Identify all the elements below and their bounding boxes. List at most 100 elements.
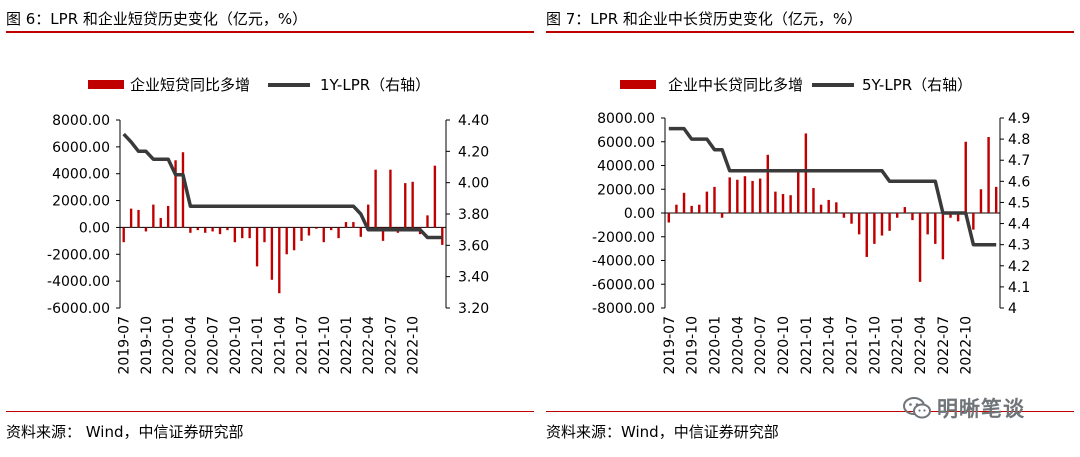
bar bbox=[713, 186, 716, 213]
left-tick-label: -4000.00 bbox=[592, 254, 655, 270]
left-tick-label: -6000.00 bbox=[592, 277, 655, 293]
bar bbox=[329, 227, 333, 231]
x-tick-label: 2022-07 bbox=[936, 316, 952, 375]
bar bbox=[903, 207, 907, 213]
bar bbox=[850, 213, 853, 224]
bar bbox=[827, 199, 830, 213]
x-tick-label: 2019-10 bbox=[685, 316, 701, 375]
bar bbox=[797, 169, 800, 213]
figure-title: 图 6：LPR 和企业短贷历史变化（亿元，%） bbox=[6, 10, 308, 28]
bar bbox=[766, 154, 770, 213]
bar bbox=[979, 189, 983, 213]
bar bbox=[226, 227, 229, 231]
x-tick-label: 2022-01 bbox=[890, 316, 906, 375]
x-tick-label: 2021-07 bbox=[295, 316, 311, 375]
bar bbox=[690, 205, 693, 213]
plot-group: 企业短贷同比多增 1Y-LPR（右轴） 8000.00 6000.00 4000.00 2… bbox=[47, 76, 489, 375]
right-tick-label: 4.2 bbox=[1008, 259, 1030, 275]
bar bbox=[888, 213, 891, 231]
left-tick-label: 8000.00 bbox=[52, 113, 110, 129]
bar bbox=[204, 227, 207, 233]
bar bbox=[949, 213, 952, 218]
bar bbox=[389, 169, 392, 228]
bar bbox=[865, 213, 868, 257]
bar bbox=[987, 137, 990, 213]
bar bbox=[774, 191, 777, 213]
x-tick-label: 2019-07 bbox=[117, 316, 133, 375]
right-tick-label: 4.9 bbox=[1008, 111, 1030, 127]
bar bbox=[758, 178, 762, 213]
bar bbox=[174, 160, 177, 228]
bar bbox=[433, 165, 437, 228]
right-tick-label: 3.80 bbox=[458, 207, 489, 223]
bar bbox=[941, 213, 945, 260]
bar bbox=[819, 204, 823, 213]
bar bbox=[994, 186, 998, 213]
lpr-line bbox=[668, 126, 997, 247]
left-tick-label: 8000.00 bbox=[597, 111, 655, 127]
figure-title: 图 7：LPR 和企业中长贷历史变化（亿元，%） bbox=[546, 10, 863, 28]
left-tick-label: 6000.00 bbox=[597, 135, 655, 151]
x-tick-label: 2021-01 bbox=[250, 316, 266, 375]
legend-line-label: 1Y-LPR（右轴） bbox=[320, 76, 430, 94]
left-tick-label: 0.00 bbox=[624, 206, 655, 222]
x-tick-label: 2020-01 bbox=[707, 316, 723, 375]
right-tick-label: 4 bbox=[1008, 301, 1017, 317]
right-tick-label: 3.60 bbox=[458, 238, 489, 254]
bar bbox=[972, 213, 975, 230]
x-tick-label: 2021-01 bbox=[799, 316, 815, 375]
bar bbox=[720, 213, 724, 218]
bar bbox=[964, 141, 967, 213]
right-tick-label: 4.40 bbox=[458, 113, 489, 129]
x-tick-label: 2022-10 bbox=[406, 316, 422, 375]
x-tick-label: 2021-04 bbox=[822, 316, 838, 375]
bar bbox=[278, 227, 281, 294]
bar bbox=[728, 177, 731, 213]
bar bbox=[248, 227, 251, 239]
bar bbox=[285, 227, 288, 255]
bar bbox=[873, 213, 876, 244]
bar bbox=[736, 179, 739, 213]
right-tick-label: 4.1 bbox=[1008, 280, 1030, 296]
bar bbox=[322, 227, 325, 243]
bar bbox=[743, 176, 747, 213]
bar bbox=[812, 188, 815, 213]
source-note: 资料来源： Wind，中信证券研究部 bbox=[6, 423, 244, 441]
bar bbox=[682, 192, 686, 213]
chart-short-term-loans: 企业短贷同比多增 1Y-LPR（右轴） 8000.00 6000.00 4000.00 2… bbox=[47, 76, 489, 375]
x-tick-label: 2019-10 bbox=[139, 316, 155, 375]
bar bbox=[337, 227, 340, 239]
bar bbox=[152, 204, 155, 228]
x-tick-label: 2020-01 bbox=[161, 316, 177, 375]
right-tick-label: 4.7 bbox=[1008, 153, 1030, 169]
left-tick-label: -2000.00 bbox=[47, 247, 110, 263]
x-tick-label: 2020-10 bbox=[228, 316, 244, 375]
bar bbox=[895, 213, 899, 218]
bar bbox=[344, 222, 348, 228]
bar bbox=[137, 209, 140, 228]
x-tick-label: 2020-10 bbox=[776, 316, 792, 375]
figure-7-panel: 图 7：LPR 和企业中长贷历史变化（亿元，%） 企业中长贷同比多增 5Y-LPR… bbox=[540, 0, 1080, 457]
x-tick-label: 2021-04 bbox=[272, 316, 288, 375]
left-tick-label: 4000.00 bbox=[597, 159, 655, 175]
x-tick-label: 2021-07 bbox=[845, 316, 861, 375]
bar bbox=[789, 195, 792, 213]
source-rule bbox=[546, 411, 1074, 412]
right-tick-label: 3.20 bbox=[458, 301, 489, 317]
chart-long-term-loans: 企业中长贷同比多增 5Y-LPR（右轴） 8000.00 6000.00 4000.00… bbox=[592, 76, 1030, 375]
x-tick-label: 2022-04 bbox=[913, 316, 929, 375]
right-tick-label: 4.4 bbox=[1008, 217, 1030, 233]
x-tick-label: 2022-10 bbox=[959, 316, 975, 375]
x-tick-label: 2019-07 bbox=[662, 316, 678, 375]
bar bbox=[218, 227, 222, 235]
bar bbox=[804, 133, 808, 213]
bar bbox=[122, 227, 125, 243]
legend-bar-swatch bbox=[620, 80, 656, 89]
source-note: 资料来源：Wind，中信证券研究部 bbox=[546, 423, 779, 441]
right-tick-label: 4.20 bbox=[458, 144, 489, 160]
bar bbox=[263, 227, 266, 243]
left-tick-label: -8000.00 bbox=[592, 301, 655, 317]
bar bbox=[241, 227, 244, 239]
right-tick-label: 4.00 bbox=[458, 176, 489, 192]
legend-line-label: 5Y-LPR（右轴） bbox=[862, 76, 972, 94]
